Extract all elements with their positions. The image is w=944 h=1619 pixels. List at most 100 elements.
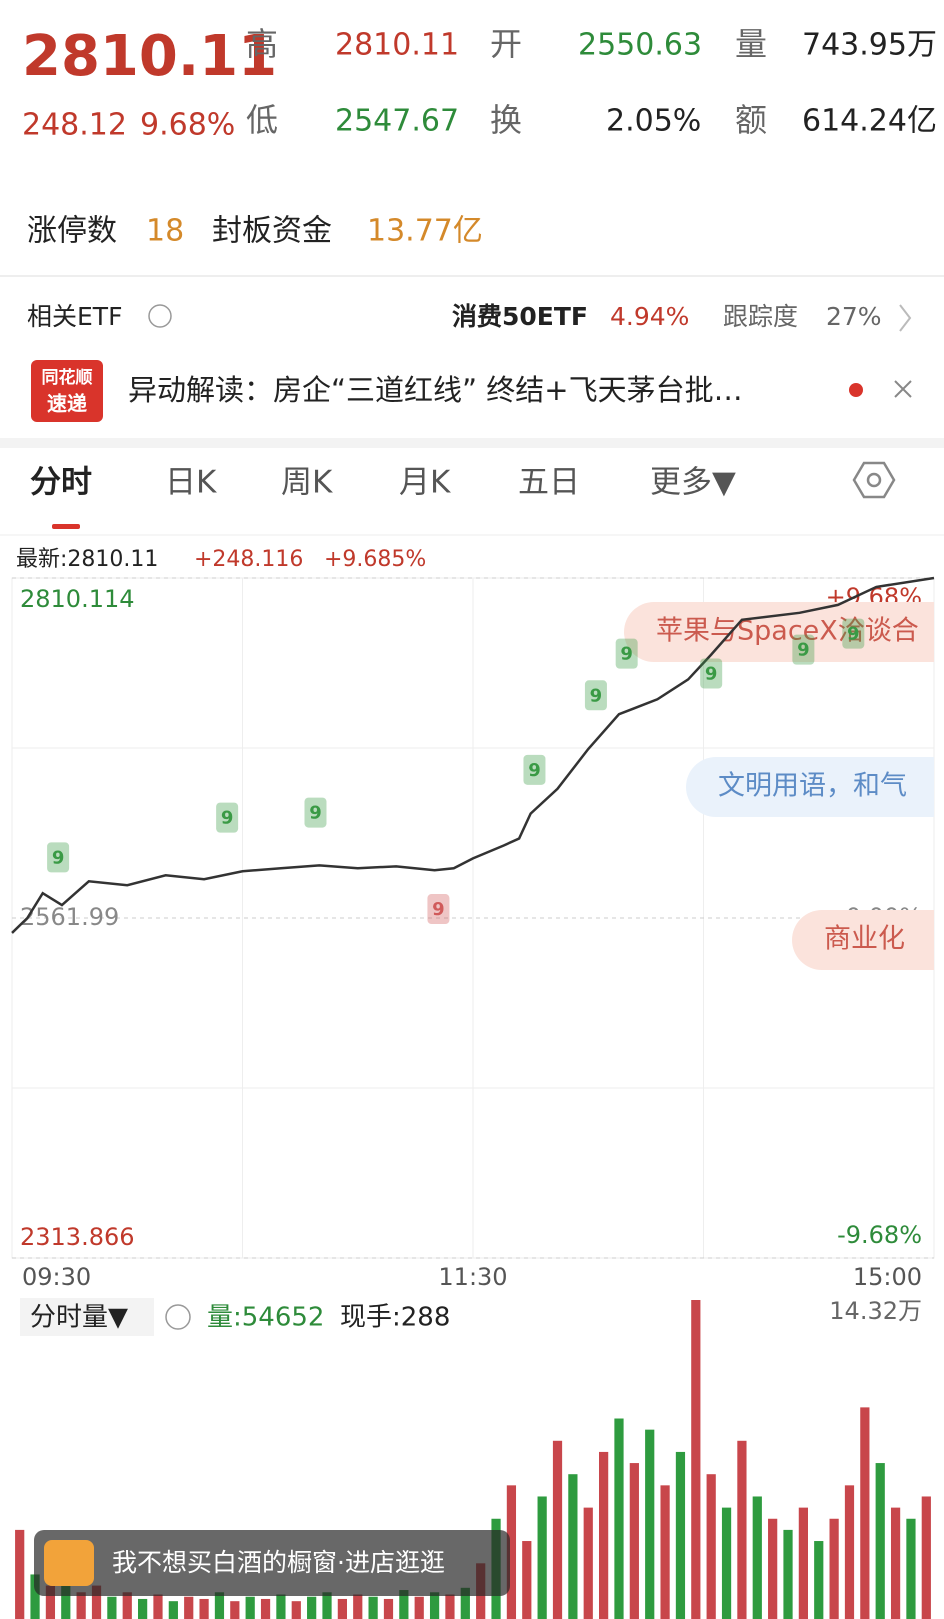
volume-bar [522,1541,532,1619]
badge-label: 9 [221,808,234,829]
field-label: 高 [246,25,278,63]
limit-up: 18 [146,214,184,249]
unread-dot [849,383,863,397]
etf-pct: 4.94% [610,302,689,331]
settings[interactable] [852,461,896,499]
volume-bar [45,1585,56,1619]
bubble [686,757,934,817]
chevron[interactable] [899,304,912,332]
volume-bar [429,1592,440,1619]
volume-bar [414,1596,424,1619]
bubble-text: 商业化 [824,924,905,955]
volume-bar [15,1529,25,1619]
seal-label: 封板资金 [212,214,332,249]
volume-bar [291,1601,301,1619]
volume-bar [783,1529,793,1619]
seal: 13.77亿 [367,214,483,249]
volume-bar [245,1596,255,1619]
volume-bar [552,1440,563,1619]
band [0,438,944,448]
info-icon[interactable] [148,304,172,328]
field-value: 2550.63 [578,28,702,63]
volume-bar [61,1578,71,1619]
volume-bar [721,1507,732,1619]
tab-underline [52,524,80,529]
volume-bar [568,1474,578,1619]
volume-bar [829,1518,839,1619]
shop-icon [44,1540,94,1586]
volume-selector[interactable] [20,1298,154,1336]
volume-bar [460,1587,470,1619]
badge-label: 9 [797,640,810,661]
volume-bar [860,1407,870,1619]
volume-bar [629,1463,639,1619]
volume-bar [599,1451,609,1619]
y-tick-label: 2561.99 [20,903,119,931]
volume-bar [921,1496,931,1619]
volume-bar [752,1496,762,1619]
badge [584,680,607,711]
volume-bar [399,1590,409,1619]
tab[interactable]: 日K [165,465,217,501]
volume-bar [537,1496,547,1619]
field-value: 743.95万 [802,28,937,63]
volume-bar [814,1541,824,1619]
volume-bar [138,1598,148,1619]
settings-core [866,472,882,488]
volume-bar [107,1596,117,1619]
hand: 现手:288 [340,1303,450,1333]
etf-name[interactable]: 消费50ETF [452,302,588,331]
news-text[interactable]: 异动解读：房企“三道红线” 终结+飞天茅台批… [128,373,743,407]
badge-label: 9 [590,685,603,706]
volume-bar [383,1598,394,1619]
volume-value: 量:54652 [207,1303,324,1333]
volume-bar [230,1601,240,1619]
track-label: 跟踪度 [723,302,798,331]
volume-bar [737,1440,747,1619]
volume-bar [691,1300,701,1619]
badge-label: 9 [847,624,860,645]
badge-label: 9 [528,760,541,781]
badge-label: 9 [705,663,718,684]
close[interactable] [894,380,912,398]
volume-bar [675,1451,686,1619]
shop-text[interactable]: 我不想买白酒的橱窗·进店逛逛 [112,1548,445,1577]
logo-text: 速递 [47,392,87,416]
volume-bar [583,1507,593,1619]
volume-bar [322,1592,332,1619]
price-line [11,576,935,934]
latest-price: 最新:2810.11 [16,547,158,572]
badge [700,658,723,689]
volume-bar [890,1507,901,1619]
tab[interactable]: 周K [281,465,333,501]
bubble-text: 文明用语，和气 [718,771,907,802]
volume-bar [506,1485,517,1619]
volume-bar [184,1596,194,1619]
info-icon[interactable] [165,1304,191,1330]
y2-tick-label: -9.68% [837,1221,922,1249]
x-tick-label: 11:30 [438,1263,507,1291]
volume-bar [445,1594,455,1619]
field-value: 2810.11 [335,28,459,63]
shop-overlay[interactable] [34,1530,510,1596]
tab[interactable]: 五日 [518,465,580,501]
volume-bar [645,1429,655,1619]
latest-change: +248.116 [194,547,303,572]
volume-bar [337,1598,347,1619]
tab[interactable]: 更多▼ [650,465,736,501]
bubble [792,910,934,970]
tab[interactable]: 分时 [30,465,92,501]
field-label: 量 [735,25,767,63]
volume-bar [660,1485,670,1619]
change-pct: 9.68% [140,108,235,143]
badge [47,842,70,873]
volume-bar [122,1592,132,1619]
field-value: 614.24亿 [802,104,937,139]
volume-max: 14.32万 [829,1297,922,1325]
field-label: 换 [490,101,522,139]
volume-label[interactable]: 分时量▼ [30,1303,128,1333]
volume-bar [353,1594,363,1619]
tab[interactable]: 月K [399,465,451,501]
